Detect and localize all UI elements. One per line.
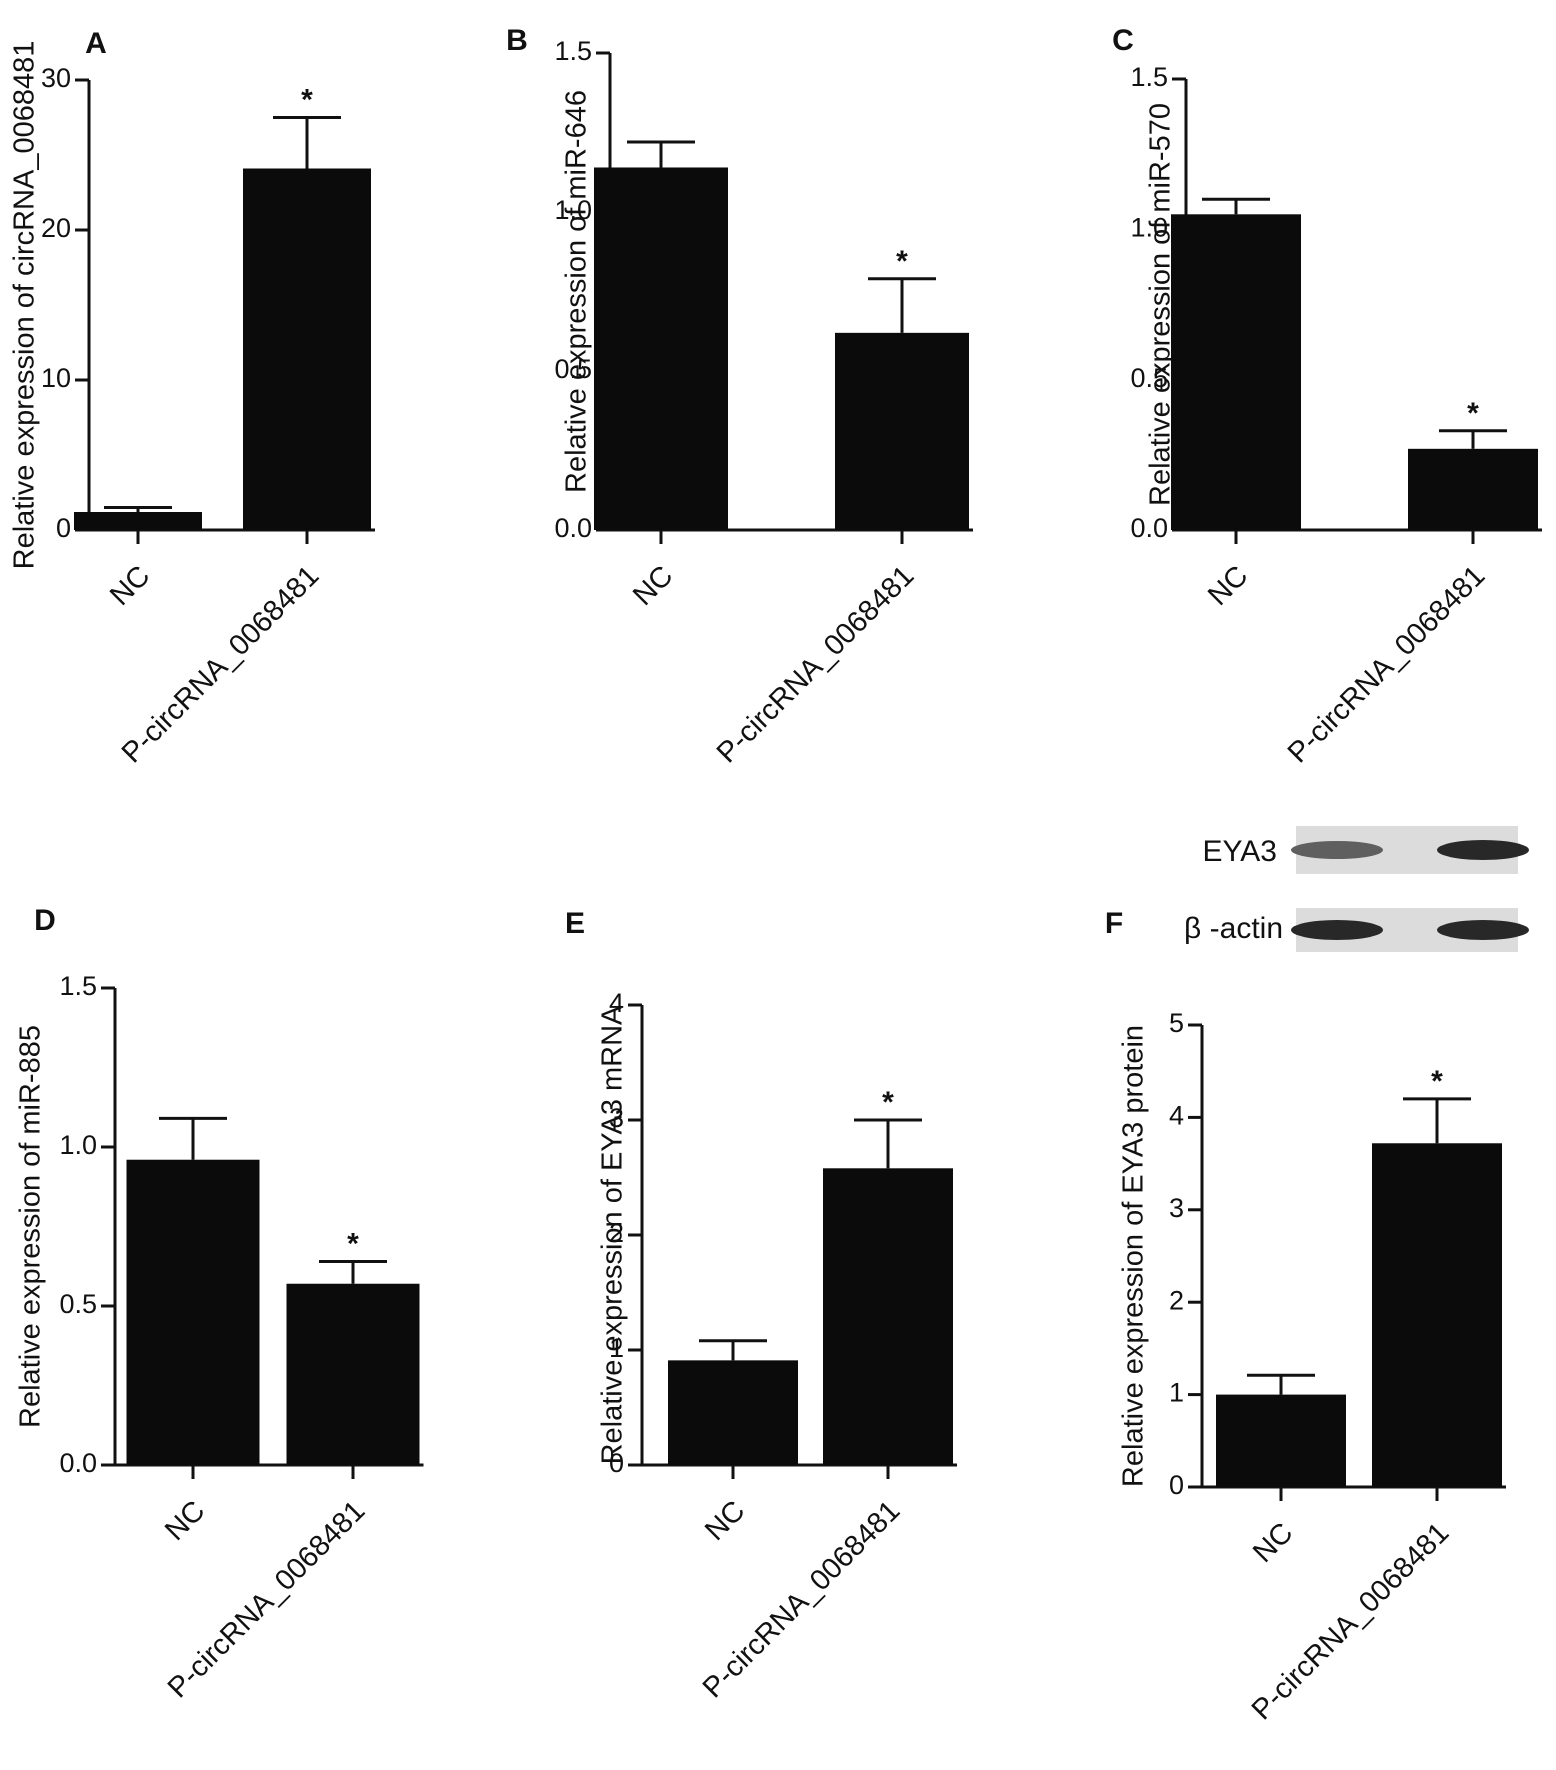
bar xyxy=(286,1283,420,1465)
panel-b: B 0.0 0.5 1.0 1.5 Relative expression of miR-… xyxy=(506,24,973,769)
y-axis-label: Relative expression of miR-646 xyxy=(561,90,593,493)
bar xyxy=(823,1168,953,1465)
y-tick-label: 5 xyxy=(1169,1008,1184,1038)
y-tick-label: 4 xyxy=(1169,1101,1184,1131)
significance-marker: * xyxy=(1467,397,1479,430)
bar xyxy=(1171,214,1301,531)
significance-marker: * xyxy=(1431,1065,1443,1098)
x-category-label: P-circRNA_0068481 xyxy=(1282,560,1492,770)
y-tick-label: 0 xyxy=(609,1448,624,1478)
x-category-label: NC xyxy=(627,560,679,612)
panel-letter: A xyxy=(85,27,107,60)
x-category-label: NC xyxy=(104,560,156,612)
panel-letter: F xyxy=(1105,907,1123,940)
panel-letter: B xyxy=(506,24,528,57)
bar xyxy=(1216,1394,1346,1487)
y-tick-label: 0 xyxy=(1169,1470,1184,1500)
blot-row-label: EYA3 xyxy=(1203,835,1278,868)
x-category-label: NC xyxy=(699,1495,751,1547)
western-blot: EYA3 β -actin xyxy=(1184,826,1529,952)
significance-marker: * xyxy=(896,245,908,278)
y-tick-label: 1.0 xyxy=(554,195,592,225)
y-tick-label: 0.0 xyxy=(59,1448,97,1478)
y-tick-label: 1 xyxy=(609,1333,624,1363)
blot-band xyxy=(1291,841,1383,859)
y-tick-label: 3 xyxy=(609,1103,624,1133)
bar xyxy=(126,1159,260,1465)
y-tick-label: 1.0 xyxy=(1130,212,1168,242)
y-tick-label: 1.5 xyxy=(1130,62,1168,92)
y-tick-label: 20 xyxy=(41,213,71,243)
blot-band xyxy=(1437,920,1529,940)
y-tick-label: 0 xyxy=(56,513,71,543)
bar xyxy=(835,332,969,530)
y-tick-label: 1.5 xyxy=(59,971,97,1001)
panel-letter: C xyxy=(1112,24,1134,57)
y-tick-label: 0.0 xyxy=(1130,513,1168,543)
bar xyxy=(668,1360,798,1465)
x-category-label: P-circRNA_0068481 xyxy=(711,560,921,770)
panel-letter: E xyxy=(565,907,585,940)
blot-band xyxy=(1437,840,1529,860)
y-tick-label: 3 xyxy=(1169,1193,1184,1223)
bar xyxy=(1408,448,1538,530)
y-tick-label: 0.5 xyxy=(1130,363,1168,393)
y-tick-label: 1.0 xyxy=(59,1130,97,1160)
bar xyxy=(243,168,371,530)
panel-f: F 0 1 2 3 4 5 Relative expression of EYA3 prote… xyxy=(1105,907,1506,1726)
y-axis-label: Relative expression of EYA3 mRNA xyxy=(597,1005,629,1464)
y-tick-label: 10 xyxy=(41,363,71,393)
y-tick-label: 30 xyxy=(41,63,71,93)
blot-row-label: β -actin xyxy=(1184,912,1283,945)
y-tick-label: 4 xyxy=(609,988,624,1018)
y-axis-label: Relative expression of miR-885 xyxy=(15,1025,47,1428)
y-tick-label: 2 xyxy=(609,1218,624,1248)
y-axis-label: Relative expression of EYA3 protein xyxy=(1118,1025,1150,1487)
y-tick-label: 1 xyxy=(1169,1378,1184,1408)
x-category-label: NC xyxy=(1247,1517,1299,1569)
y-tick-label: 0.0 xyxy=(554,513,592,543)
panel-d: D 0.0 0.5 1.0 1.5 Relative expression of miR-… xyxy=(15,904,424,1704)
bar xyxy=(1372,1143,1502,1487)
y-tick-label: 0.5 xyxy=(59,1289,97,1319)
y-tick-label: 2 xyxy=(1169,1285,1184,1315)
significance-marker: * xyxy=(882,1086,894,1119)
panel-letter: D xyxy=(34,904,56,937)
significance-marker: * xyxy=(347,1227,359,1260)
y-tick-label: 0.5 xyxy=(554,354,592,384)
blot-band xyxy=(1291,920,1383,940)
x-category-label: NC xyxy=(159,1495,211,1547)
significance-marker: * xyxy=(301,84,313,117)
x-category-label: NC xyxy=(1202,560,1254,612)
y-tick-label: 1.5 xyxy=(554,36,592,66)
bar xyxy=(594,167,728,531)
bar xyxy=(74,512,202,530)
y-axis-label: Relative expression of circRNA_0068481 xyxy=(9,41,41,570)
